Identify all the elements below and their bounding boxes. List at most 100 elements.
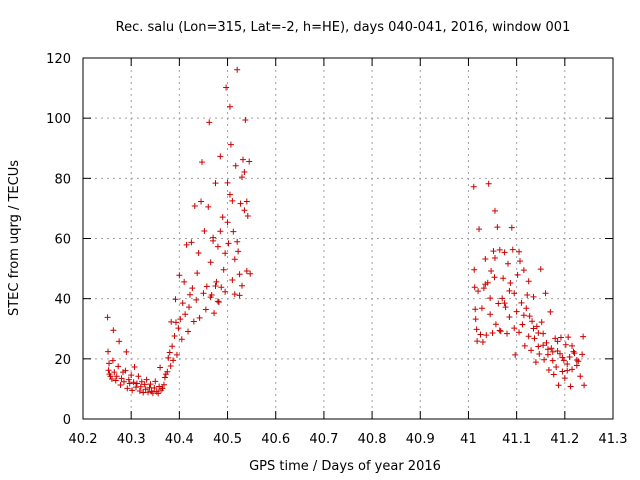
data-point [239,282,245,289]
data-point [559,368,566,375]
data-point [535,343,542,350]
data-point [181,278,188,285]
data-point [544,346,551,353]
data-point [161,374,168,381]
data-point [108,375,115,382]
data-point [141,381,148,388]
data-point [123,348,130,355]
data-point [115,363,122,370]
data-point [564,360,571,367]
y-tick-label: 0 [63,413,71,428]
data-point [569,342,576,349]
data-point [198,198,205,205]
data-point [473,326,480,333]
data-point [186,291,193,298]
data-point [225,240,232,247]
data-point [518,299,525,306]
x-axis-label: GPS time / Days of year 2016 [249,459,441,474]
data-point [206,119,213,126]
data-point [470,183,477,190]
data-point [512,351,519,358]
data-point [234,238,241,245]
data-point [514,271,521,278]
data-point [524,292,531,299]
data-point [118,375,125,382]
data-point [236,292,243,299]
data-point [191,203,198,210]
plot-border [82,57,614,420]
data-point [501,249,508,256]
data-point [581,382,588,389]
y-tick-label: 20 [54,353,71,368]
data-point [242,116,249,123]
data-point [172,319,179,326]
data-point [525,333,532,340]
data-point [491,207,498,214]
data-point [552,335,559,342]
data-point [553,363,560,370]
data-point [177,316,184,323]
data-point [555,382,562,389]
data-point [171,332,178,339]
data-point [577,373,584,380]
data-point [535,329,542,336]
data-point [549,357,556,364]
data-point [538,319,545,326]
data-point [224,179,231,186]
y-axis-ticks: 0 20 40 60 80 100 120 [46,52,613,428]
data-point [561,375,568,382]
data-point [237,200,244,207]
data-point [195,249,202,256]
data-point [188,239,195,246]
data-point [513,308,520,315]
data-point [217,228,224,235]
data-point [521,342,528,349]
data-point [151,385,158,392]
data-point [480,285,487,292]
data-point [213,278,220,285]
data-point [142,386,149,393]
data-point [523,305,530,312]
data-point [554,338,561,345]
data-point [129,387,136,394]
data-point [511,290,518,297]
data-point [182,311,189,318]
data-point [532,359,539,366]
data-point [239,174,245,181]
data-point [214,243,221,250]
x-tick-label: 40.8 [358,432,387,447]
data-point [236,271,243,278]
data-point [222,288,229,295]
data-point [557,334,564,341]
data-point [149,390,156,397]
data-point [560,357,567,364]
data-point [547,308,554,315]
y-tick-label: 40 [54,293,71,308]
data-point [540,330,547,337]
data-point [562,341,569,348]
data-point [105,348,112,355]
data-point [531,335,538,342]
y-tick-label: 60 [54,233,71,248]
data-points [104,66,588,397]
data-point [117,382,124,389]
data-point [136,388,143,395]
data-point [112,377,119,384]
data-point [492,321,499,328]
y-tick-label: 100 [46,112,71,127]
data-point [482,255,489,262]
data-point [223,84,230,91]
data-point [487,311,494,318]
data-point [491,255,498,262]
data-point [579,351,586,358]
data-point [135,373,142,380]
data-point [497,328,504,335]
data-point [168,318,175,325]
data-point [573,362,580,369]
data-point [504,260,511,267]
data-point [536,351,543,358]
data-point [157,364,164,371]
data-point [501,300,508,307]
x-tick-label: 40.3 [117,432,146,447]
